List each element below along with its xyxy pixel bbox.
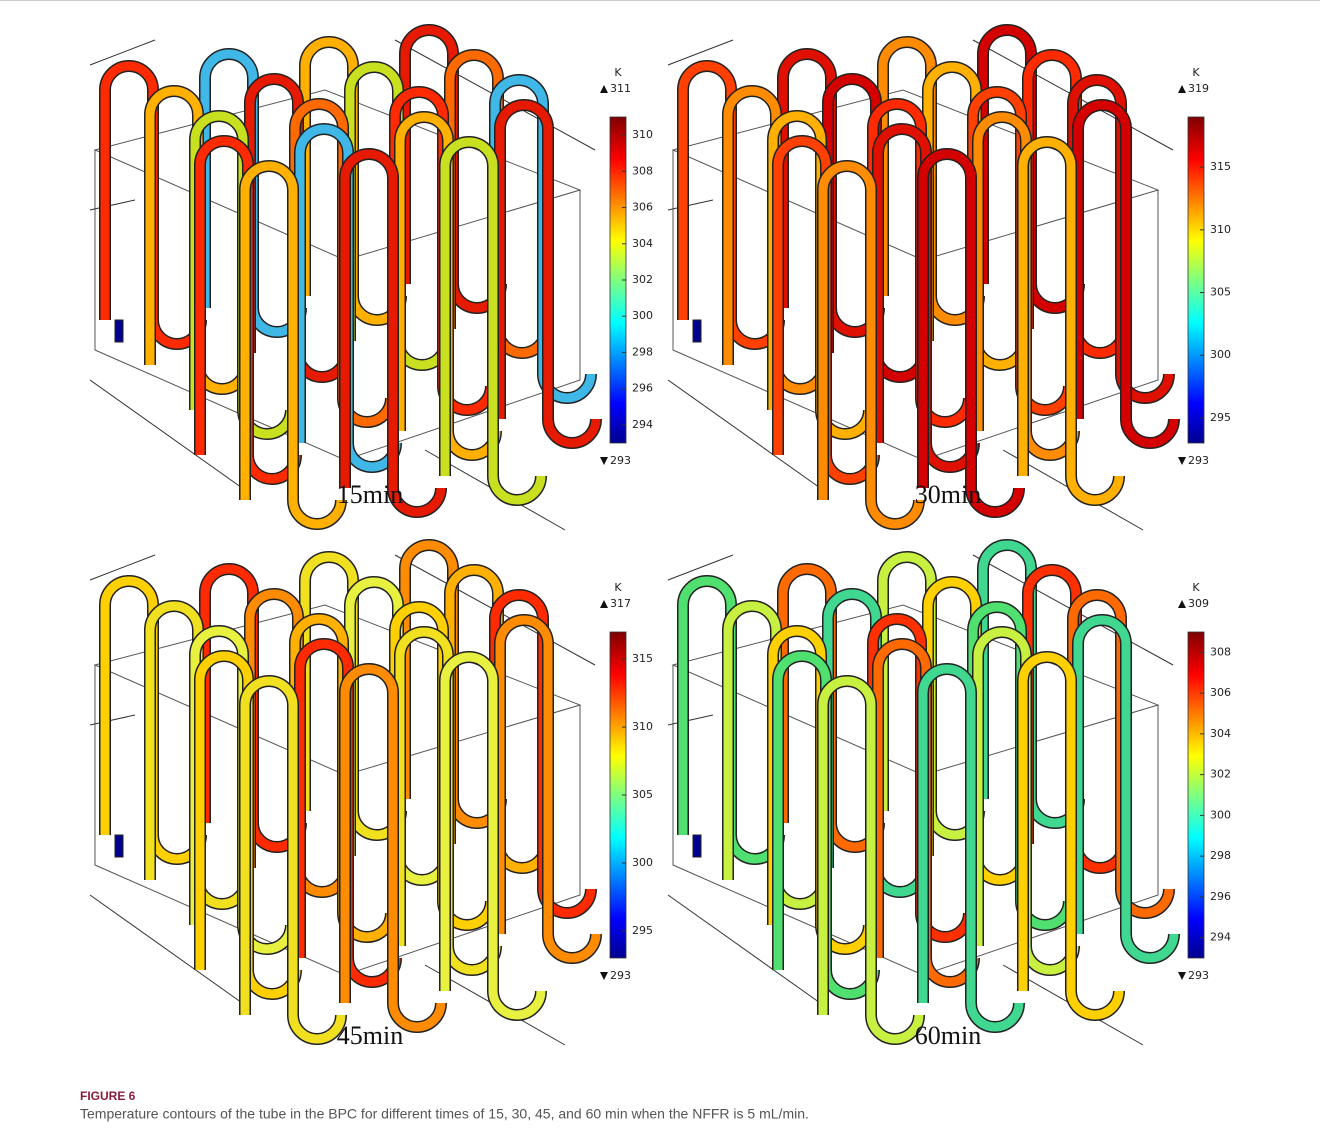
colorbar-tick-label: 298 [632,345,653,358]
colorbar-tick-label: 302 [632,273,653,286]
colorbar-tick-label: 310 [1210,223,1231,236]
colorbar-tick-label: 315 [1210,160,1231,173]
panel: 30min K 319 293 295 300 305 310 315 [668,30,1231,530]
guide-line [90,380,245,490]
colorbar-unit: K [1192,66,1200,79]
panel: 60min K 309 293 294 296 298 300 302 304 306 308 [668,545,1231,1050]
colorbar-tick-label: 305 [1210,286,1231,299]
panel: 15min K 311 293 294 296 298 300 302 304 306 308 310 [90,30,653,530]
max-arrow [1178,600,1186,608]
guide-line [668,895,823,1005]
colorbar-unit: K [1192,581,1200,594]
colorbar-max: 317 [610,597,631,610]
colorbar-tick-label: 306 [1210,686,1231,699]
colorbar-tick-label: 294 [632,418,653,431]
max-arrow [1178,85,1186,93]
colorbar-tick-label: 300 [632,309,653,322]
colorbar-tick-label: 300 [632,856,653,869]
colorbar-tick-label: 296 [632,382,653,395]
panel-label: 15min [337,480,403,509]
panel-label: 60min [915,1021,981,1050]
colorbar-tick-label: 308 [632,164,653,177]
panel-label: 30min [915,480,981,509]
panel-label: 45min [337,1021,403,1050]
colorbar-tick-label: 306 [632,201,653,214]
colorbar-unit: K [614,581,622,594]
colorbar [1188,632,1204,958]
min-arrow [600,457,608,465]
panel: 45min K 317 293 295 300 305 310 315 [90,545,653,1050]
colorbar-tick-label: 310 [632,128,653,141]
colorbar-tick-label: 305 [632,788,653,801]
inlet [693,835,701,857]
colorbar-min: 293 [1188,969,1209,982]
min-arrow [1178,972,1186,980]
colorbar-tick-label: 294 [1210,931,1231,944]
inlet [115,320,123,342]
colorbar-tick-label: 296 [1210,890,1231,903]
colorbar-unit: K [614,66,622,79]
inlet [693,320,701,342]
colorbar-tick-label: 304 [632,237,653,250]
colorbar-max: 309 [1188,597,1209,610]
inlet [115,835,123,857]
colorbar-max: 311 [610,82,631,95]
colorbar-min: 293 [610,454,631,467]
guide-line [668,380,823,490]
max-arrow [600,600,608,608]
guide-line [90,715,135,725]
colorbar-min: 293 [1188,454,1209,467]
min-arrow [1178,457,1186,465]
colorbar-tick-label: 298 [1210,849,1231,862]
figure-label: FIGURE 6 [80,1089,136,1103]
figure-caption: Temperature contours of the tube in the … [80,1106,809,1122]
colorbar-tick-label: 304 [1210,727,1231,740]
colorbar-tick-label: 310 [632,720,653,733]
page: FIGURE 6 Temperature contours of the tub… [0,0,1320,1133]
figure: FIGURE 6 Temperature contours of the tub… [0,0,1320,1133]
guide-line [90,895,245,1005]
guide-line [668,200,713,210]
min-arrow [600,972,608,980]
colorbar-tick-label: 308 [1210,645,1231,658]
colorbar-tick-label: 315 [632,652,653,665]
guide-line [668,715,713,725]
guide-line [90,200,135,210]
colorbar-min: 293 [610,969,631,982]
colorbar [1188,117,1204,443]
colorbar-max: 319 [1188,82,1209,95]
colorbar-tick-label: 295 [632,924,653,937]
colorbar-tick-label: 302 [1210,768,1231,781]
colorbar-tick-label: 300 [1210,808,1231,821]
max-arrow [600,85,608,93]
colorbar-tick-label: 295 [1210,411,1231,424]
colorbar-tick-label: 300 [1210,348,1231,361]
